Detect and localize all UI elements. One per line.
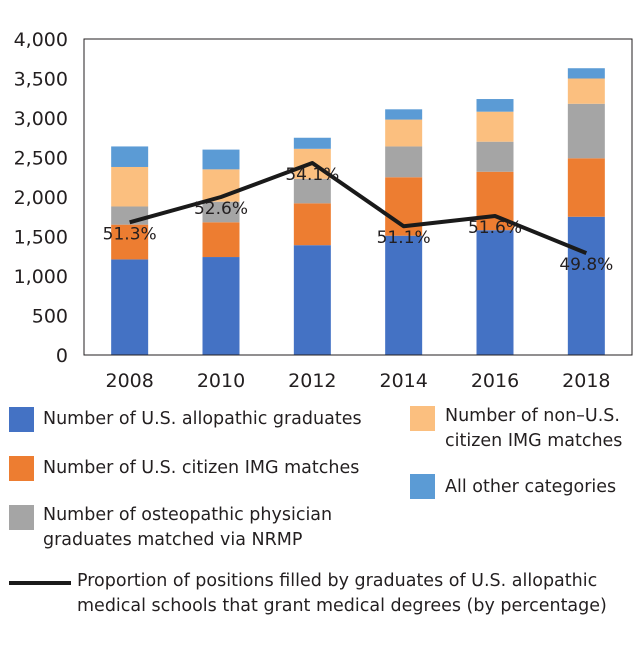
y-axis: 0 500 1,000 1,500 2,000 2,500 3,000 3,500 4,000 bbox=[14, 29, 68, 367]
x-tick-label: 2012 bbox=[288, 370, 336, 392]
x-tick-label: 2018 bbox=[562, 370, 610, 392]
bar-segment-s0-2016 bbox=[476, 230, 514, 355]
y-tick-label: 4,000 bbox=[14, 29, 68, 51]
y-tick-label: 2,000 bbox=[14, 187, 68, 209]
legend-label-line-line2: medical schools that grant medical degre… bbox=[77, 596, 607, 616]
bar-segment-s2-2010 bbox=[202, 201, 240, 223]
percentage-data-label: 49.8% bbox=[559, 255, 613, 275]
legend-label-non-citizen-line1: Number of non–U.S. bbox=[445, 406, 620, 426]
bar-segment-s0-2010 bbox=[202, 257, 240, 355]
percentage-data-label: 51.1% bbox=[377, 228, 431, 248]
legend-swatch-citizen-img bbox=[9, 456, 34, 481]
percentage-data-label: 51.3% bbox=[103, 224, 157, 244]
bar-segment-s1-2012 bbox=[293, 203, 331, 246]
percentage-data-label: 54.1% bbox=[285, 165, 339, 185]
x-tick-label: 2008 bbox=[105, 370, 153, 392]
stacked-bar-chart: 05001,0001,5002,0002,5003,0003,5004,000 … bbox=[14, 29, 633, 392]
y-tick-label: 2,500 bbox=[14, 148, 68, 170]
x-tick-label: 2010 bbox=[197, 370, 245, 392]
y-tick-label: 1,000 bbox=[14, 266, 68, 288]
bar-segment-s1-2010 bbox=[202, 222, 240, 258]
bar-segment-s2-2014 bbox=[385, 146, 423, 178]
bar-segment-s4-2010 bbox=[202, 149, 240, 170]
y-tick-label: 1,500 bbox=[14, 227, 68, 249]
legend-label-allopathic: Number of U.S. allopathic graduates bbox=[43, 409, 362, 429]
percentage-trend-line bbox=[129, 161, 588, 255]
x-axis: 2008 2010 2012 2014 2016 2018 bbox=[105, 370, 610, 392]
bar-segment-s3-2014 bbox=[385, 119, 423, 147]
y-tick-label: 500 bbox=[32, 306, 68, 328]
bar-segment-s2-2012 bbox=[293, 178, 331, 204]
bar-segment-s0-2018 bbox=[567, 216, 605, 355]
legend-label-non-citizen-line2: citizen IMG matches bbox=[445, 431, 623, 451]
x-tick-label: 2014 bbox=[379, 370, 427, 392]
legend-label-osteopathic-line1: Number of osteopathic physician bbox=[43, 505, 333, 525]
legend-swatch-non-citizen-img bbox=[410, 406, 435, 431]
bar-segment-s2-2018 bbox=[567, 103, 605, 159]
legend-label-line-line1: Proportion of positions filled by gradua… bbox=[77, 571, 598, 591]
bar-segment-s4-2014 bbox=[385, 109, 423, 120]
bar-segment-s2-2016 bbox=[476, 141, 514, 172]
legend-swatch-percentage-line bbox=[9, 581, 71, 585]
x-tick-label: 2016 bbox=[471, 370, 519, 392]
bar-segment-s4-2016 bbox=[476, 99, 514, 112]
legend-swatch-osteopathic bbox=[9, 505, 34, 530]
bar-segment-s0-2012 bbox=[293, 245, 331, 355]
bar-segment-s4-2008 bbox=[111, 146, 149, 167]
bar-segment-s1-2008 bbox=[111, 224, 149, 260]
legend-label-other: All other categories bbox=[445, 477, 617, 497]
bar-segment-s0-2014 bbox=[385, 235, 423, 355]
legend-label-osteopathic-line2: graduates matched via NRMP bbox=[43, 530, 303, 550]
plot-area-frame bbox=[83, 38, 633, 356]
bar-segment-s0-2008 bbox=[111, 259, 149, 355]
bar-segment-s3-2008 bbox=[111, 166, 149, 207]
legend-swatch-other bbox=[410, 474, 435, 499]
y-tick-label: 3,500 bbox=[14, 69, 68, 91]
y-tick-label: 0 bbox=[56, 345, 68, 367]
bar-segment-s1-2018 bbox=[567, 158, 605, 217]
y-tick-label: 3,000 bbox=[14, 108, 68, 130]
bar-segment-s3-2016 bbox=[476, 111, 514, 142]
percentage-line: 51.3% 52.6% 54.1% 51.1% 51.6% 49.8% bbox=[103, 161, 613, 275]
bar-segment-s4-2012 bbox=[293, 137, 331, 149]
percentage-data-label: 51.6% bbox=[468, 218, 522, 238]
legend-label-citizen-img: Number of U.S. citizen IMG matches bbox=[43, 458, 360, 478]
bar-segment-s4-2018 bbox=[567, 68, 605, 79]
bar-stacks bbox=[111, 68, 605, 355]
legend-swatch-allopathic bbox=[9, 407, 34, 432]
percentage-data-label: 52.6% bbox=[194, 199, 248, 219]
bar-segment-s3-2018 bbox=[567, 78, 605, 104]
